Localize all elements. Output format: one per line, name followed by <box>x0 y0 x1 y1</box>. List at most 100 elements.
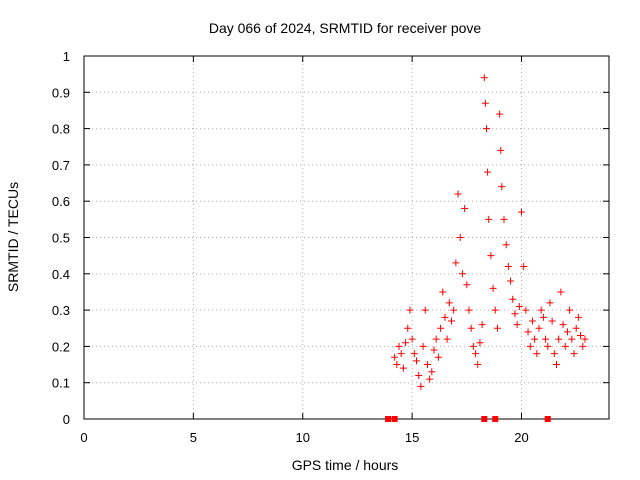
y-axis-label: SRMTID / TECUs <box>5 182 21 292</box>
data-point <box>434 353 442 361</box>
x-tick-label: 20 <box>514 430 528 445</box>
data-point <box>439 288 447 296</box>
data-point <box>518 208 525 216</box>
data-point <box>441 313 449 321</box>
data-point <box>574 313 582 321</box>
data-point <box>539 313 547 321</box>
gridlines <box>84 56 609 419</box>
data-point <box>581 335 589 343</box>
x-tick-label: 5 <box>190 430 197 445</box>
data-point <box>498 183 506 191</box>
y-tick-label: 0.6 <box>52 194 70 209</box>
data-point <box>448 317 455 325</box>
data-point <box>496 110 504 118</box>
data-point <box>450 306 458 314</box>
data-point <box>557 288 565 296</box>
data-point <box>546 299 554 307</box>
data-point <box>548 317 556 325</box>
data-point <box>419 342 427 350</box>
data-point <box>515 302 523 310</box>
data-point <box>393 361 401 369</box>
data-point <box>579 342 587 350</box>
baseline-marker <box>544 416 551 422</box>
data-point <box>537 306 545 314</box>
data-point <box>465 306 473 314</box>
data-point <box>544 342 552 350</box>
data-point <box>478 321 486 329</box>
data-point <box>566 306 574 314</box>
data-point <box>507 277 515 285</box>
data-point <box>491 306 499 314</box>
data-point <box>404 324 412 332</box>
data-point <box>437 324 445 332</box>
data-point <box>531 335 539 343</box>
baseline-marker <box>385 416 392 422</box>
data-point <box>445 299 453 307</box>
data-point <box>402 339 410 347</box>
data-point <box>410 350 418 358</box>
y-tick-label: 0.5 <box>52 231 70 246</box>
data-point <box>577 332 585 340</box>
data-point <box>550 350 558 358</box>
data-point <box>502 241 510 249</box>
data-point <box>555 335 563 343</box>
data-point <box>489 284 497 292</box>
data-point <box>476 339 484 347</box>
y-tick-label: 0 <box>63 412 70 427</box>
data-point <box>483 125 490 133</box>
data-point <box>513 321 521 329</box>
data-point <box>474 361 482 369</box>
data-point <box>395 342 403 350</box>
data-point <box>493 324 501 332</box>
data-point <box>430 346 438 354</box>
x-tick-label: 15 <box>405 430 419 445</box>
data-point <box>542 335 550 343</box>
data-point <box>504 263 512 271</box>
data-point <box>568 335 576 343</box>
data-point <box>484 168 492 176</box>
data-point <box>391 353 399 361</box>
data-point <box>463 281 471 289</box>
chart-title: Day 066 of 2024, SRMTID for receiver pov… <box>209 20 482 36</box>
data-points <box>385 74 589 422</box>
data-point <box>522 306 530 314</box>
y-tick-label: 0.1 <box>52 376 70 391</box>
data-point <box>452 259 460 267</box>
baseline-marker <box>391 416 398 422</box>
axis-ticks: 00.10.20.30.40.50.60.70.80.910 5 10 15 20 <box>52 49 609 445</box>
data-point <box>526 342 534 350</box>
data-point <box>559 321 567 329</box>
data-point <box>511 310 519 318</box>
data-point <box>570 350 578 358</box>
y-tick-label: 0.4 <box>52 267 70 282</box>
y-tick-label: 1 <box>63 49 70 64</box>
data-point <box>524 328 532 336</box>
data-point <box>481 99 489 107</box>
data-point <box>469 342 477 350</box>
x-tick-label: 10 <box>296 430 310 445</box>
data-point <box>500 215 508 223</box>
data-point <box>472 350 480 358</box>
y-tick-label: 0.3 <box>52 303 70 318</box>
data-point <box>487 252 495 260</box>
data-point <box>458 270 466 278</box>
y-tick-label: 0.9 <box>52 85 70 100</box>
baseline-marker <box>492 416 499 422</box>
data-point <box>533 350 541 358</box>
data-point <box>397 350 405 358</box>
x-axis-label: GPS time / hours <box>292 457 399 473</box>
data-point <box>553 361 560 369</box>
x-tick-label: 0 <box>80 430 87 445</box>
data-point <box>509 295 517 303</box>
data-point <box>456 234 464 241</box>
data-point <box>426 375 434 383</box>
data-point <box>535 324 543 332</box>
data-point <box>561 342 569 350</box>
data-point <box>467 324 475 332</box>
data-point <box>443 335 451 343</box>
data-point <box>417 382 425 390</box>
data-point <box>415 371 423 379</box>
data-point <box>480 74 488 82</box>
